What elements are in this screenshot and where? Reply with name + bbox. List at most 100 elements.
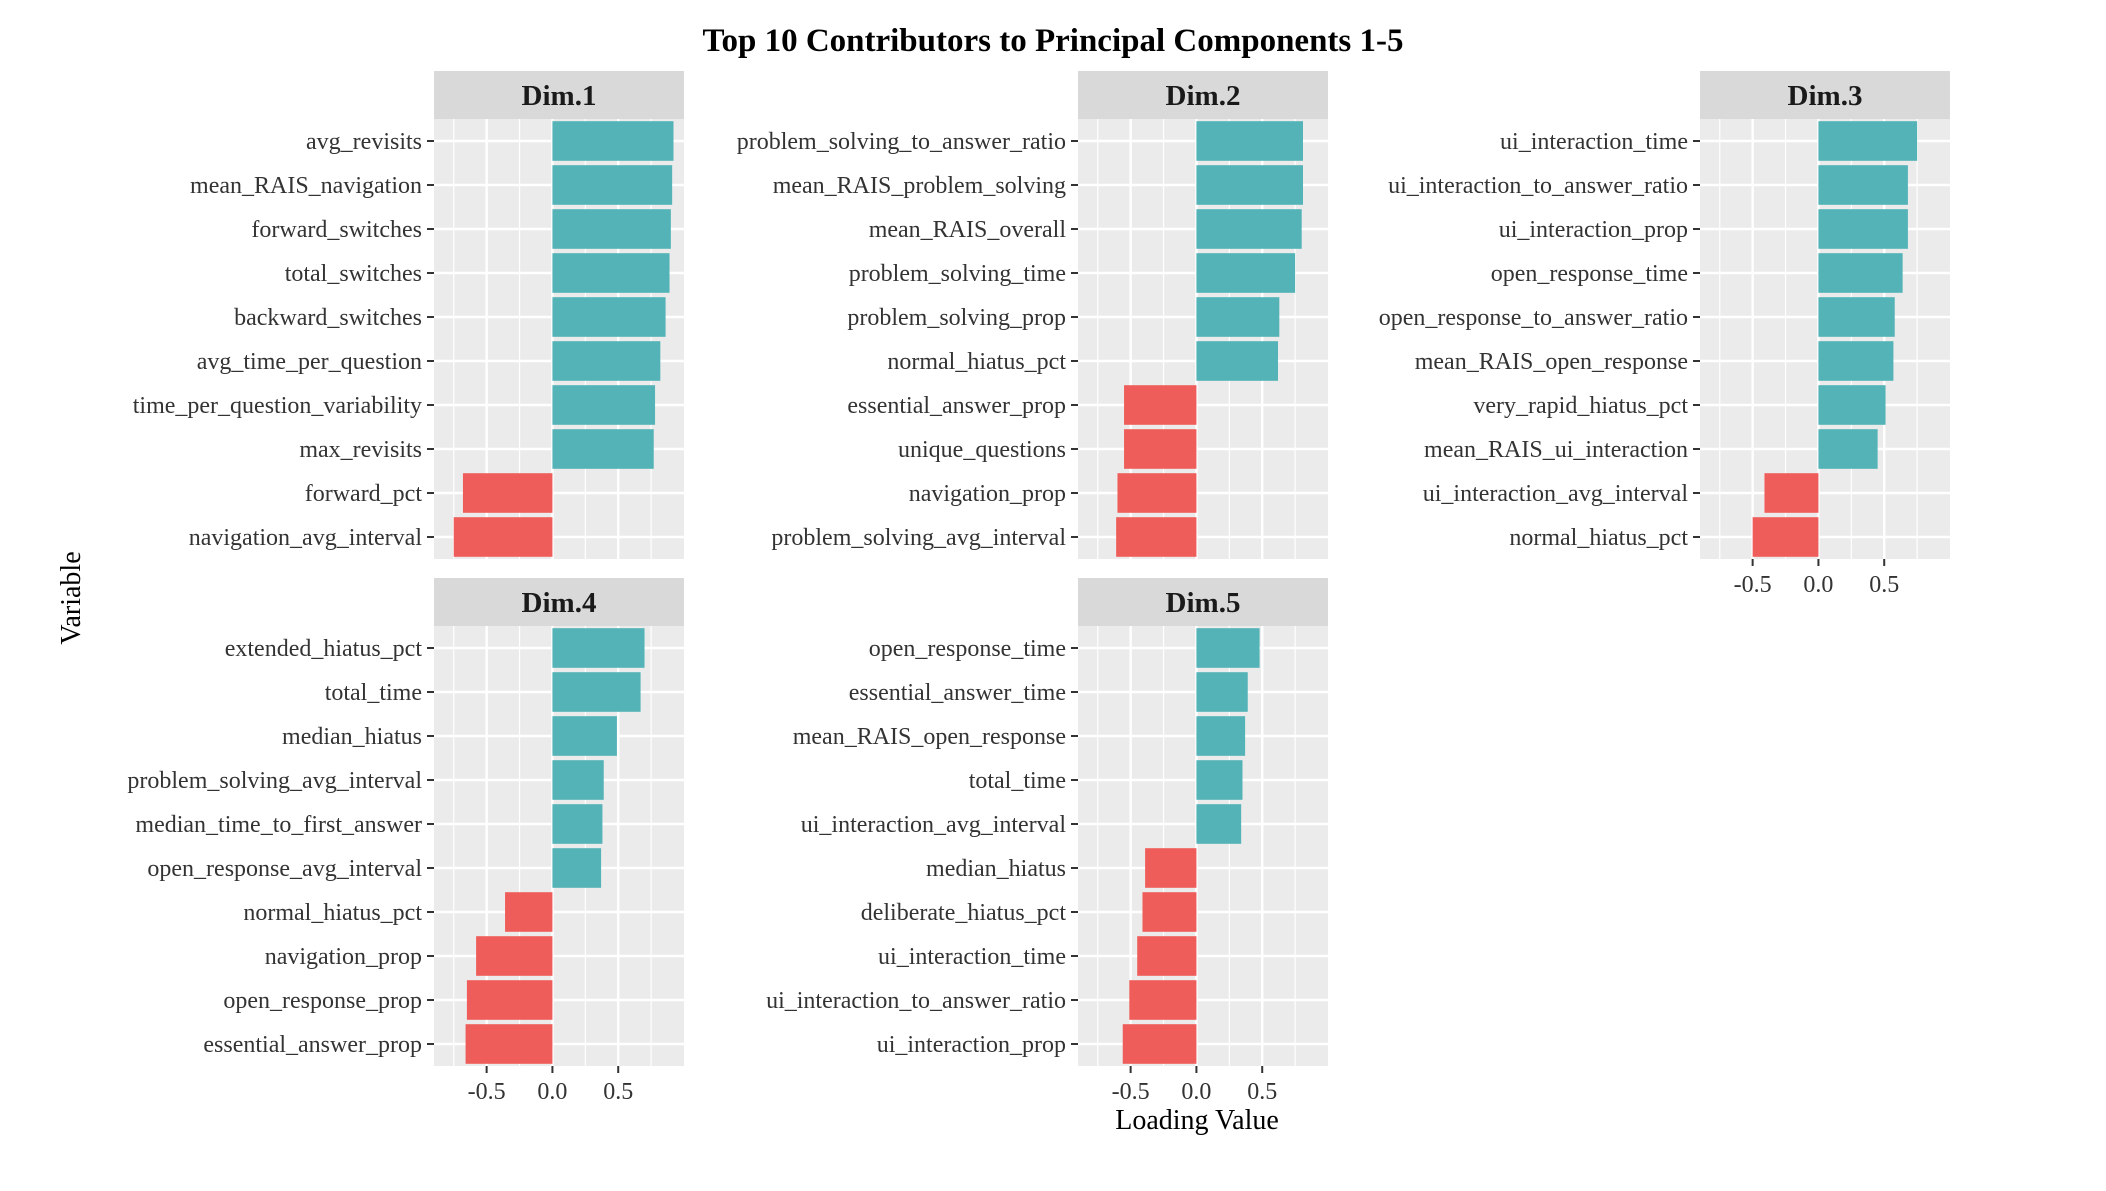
bar-problem_solving_avg_interval [552,760,604,800]
y-tick-label: mean_RAIS_ui_interaction [1424,437,1688,463]
y-tick-label: ui_interaction_time [1500,129,1688,155]
facet-strip [1078,71,1328,119]
bar-median_hiatus [1145,848,1197,888]
bar-mean_RAIS_ui_interaction [1818,429,1878,469]
x-tick-label: 0.0 [1803,572,1833,598]
bar-navigation_prop [476,936,553,976]
y-tick-label: problem_solving_avg_interval [771,525,1066,551]
bar-problem_solving_avg_interval [1116,517,1197,557]
bar-very_rapid_hiatus_pct [1818,385,1886,425]
bar-total_time [1196,760,1243,800]
y-tick-label: ui_interaction_time [878,944,1066,970]
y-tick-label: problem_solving_prop [847,305,1066,331]
y-tick-label: total_switches [285,261,422,287]
y-axis-label: Variable [56,551,87,644]
y-tick-label: avg_time_per_question [197,349,422,375]
bar-ui_interaction_to_answer_ratio [1129,980,1197,1020]
facet-strip-label: Dim.1 [522,80,597,112]
y-tick-label: mean_RAIS_overall [869,217,1067,243]
bar-forward_pct [462,473,553,513]
y-tick-label: essential_answer_time [849,680,1066,706]
x-tick-label: 0.5 [1247,1079,1277,1105]
bar-navigation_prop [1117,473,1197,513]
bar-mean_RAIS_problem_solving [1196,165,1303,205]
y-tick-label: navigation_prop [909,481,1066,507]
y-tick-label: ui_interaction_to_answer_ratio [766,988,1066,1014]
bar-mean_RAIS_open_response [1818,341,1894,381]
y-tick-label: normal_hiatus_pct [1509,525,1688,551]
y-tick-label: total_time [325,680,422,706]
bar-ui_interaction_time [1818,121,1918,161]
facet-strip [1700,71,1950,119]
x-tick-label: 0.5 [603,1079,633,1105]
y-tick-label: problem_solving_avg_interval [127,768,422,794]
y-tick-label: extended_hiatus_pct [225,636,423,662]
y-tick-label: essential_answer_prop [847,393,1066,419]
y-tick-label: time_per_question_variability [133,393,422,419]
y-tick-label: max_revisits [299,437,422,463]
panel-dim-2: Dim.2 problem_solving_to_answer_ratiomean… [737,71,1328,559]
bar-mean_RAIS_open_response [1196,716,1246,756]
facet-strip-label: Dim.5 [1166,587,1241,619]
bar-ui_interaction_avg_interval [1196,804,1242,844]
y-tick-label: ui_interaction_prop [877,1032,1066,1058]
y-tick-label: mean_RAIS_problem_solving [773,173,1066,199]
bar-ui_interaction_prop [1122,1024,1197,1064]
bar-total_time [552,672,641,712]
y-tick-label: ui_interaction_prop [1499,217,1688,243]
bar-ui_interaction_prop [1818,209,1908,249]
y-tick-label: mean_RAIS_open_response [793,724,1066,750]
x-tick-label: 0.5 [1869,572,1899,598]
panel-dim-3: Dim.3 ui_interaction_time ui_interaction_t… [1379,71,1950,598]
facet-strip [1078,578,1328,626]
bar-median_hiatus [552,716,617,756]
y-tick-label: ui_interaction_avg_interval [801,812,1067,838]
bar-time_per_question_variability [552,385,656,425]
y-tick-label: essential_answer_prop [203,1032,422,1058]
bar-normal_hiatus_pct [1752,517,1819,557]
y-tick-label: median_hiatus [926,856,1066,882]
y-tick-label: problem_solving_time [849,261,1066,287]
y-tick-label: median_time_to_first_answer [135,812,422,838]
x-tick-label: -0.5 [1734,572,1772,598]
y-tick-label: unique_questions [898,437,1066,463]
bar-deliberate_hiatus_pct [1142,892,1197,932]
bar-extended_hiatus_pct [552,628,645,668]
y-tick-label: normal_hiatus_pct [243,900,422,926]
facet-panels: Dim.1 avg_revisits mean_RAIS_navigationfor… [127,71,1950,1105]
bar-mean_RAIS_navigation [552,165,673,205]
y-tick-label: total_time [969,768,1066,794]
y-tick-label: open_response_to_answer_ratio [1379,305,1688,331]
y-tick-label: open_response_prop [223,988,422,1014]
x-tick-label: 0.0 [537,1079,567,1105]
bar-ui_interaction_time [1137,936,1197,976]
bar-median_time_to_first_answer [552,804,603,844]
facet-strip-label: Dim.3 [1788,80,1863,112]
y-tick-label: backward_switches [234,305,422,331]
bar-max_revisits [552,429,654,469]
x-tick-label: -0.5 [468,1079,506,1105]
bar-essential_answer_prop [1124,385,1197,425]
bar-open_response_prop [466,980,553,1020]
bar-open_response_to_answer_ratio [1818,297,1895,337]
bar-avg_revisits [552,121,674,161]
bar-problem_solving_time [1196,253,1296,293]
panel-dim-5: Dim.5 open_response_time essential_answer_… [766,578,1328,1105]
y-tick-label: median_hiatus [282,724,422,750]
y-tick-label: navigation_prop [265,944,422,970]
chart-title: Top 10 Contributors to Principal Compone… [702,23,1403,59]
bar-problem_solving_to_answer_ratio [1196,121,1303,161]
y-tick-label: problem_solving_to_answer_ratio [737,129,1066,155]
bar-essential_answer_prop [465,1024,553,1064]
bar-open_response_avg_interval [552,848,602,888]
panel-dim-4: Dim.4 extended_hiatus_pct total_timemedian… [127,578,684,1105]
y-tick-label: open_response_time [1491,261,1688,287]
bar-ui_interaction_to_answer_ratio [1818,165,1908,205]
bar-essential_answer_time [1196,672,1248,712]
bar-open_response_time [1818,253,1903,293]
y-tick-label: mean_RAIS_navigation [190,173,422,199]
bar-ui_interaction_avg_interval [1764,473,1819,513]
bar-normal_hiatus_pct [505,892,553,932]
